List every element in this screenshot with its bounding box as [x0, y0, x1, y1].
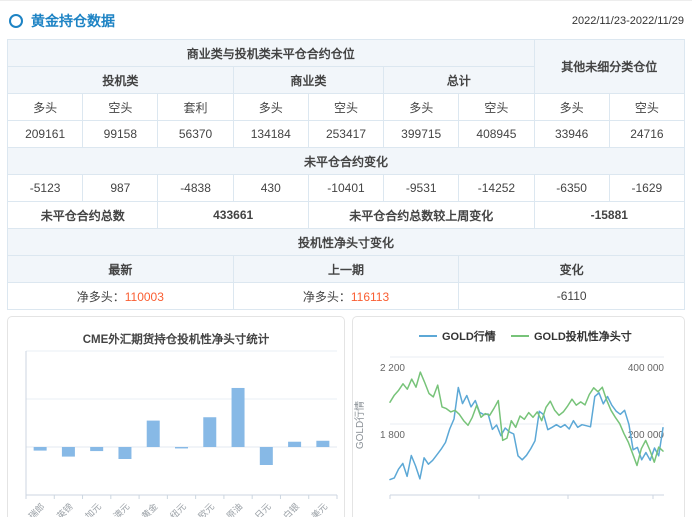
section-header-net-position: 投机性净头寸变化 [7, 228, 685, 256]
position-value: 399715 [383, 120, 460, 148]
position-value: 33946 [533, 120, 610, 148]
positions-table: 商业类与投机类未平仓合约仓位 其他未细分类仓位 投机类 商业类 总计 多头 空头… [6, 39, 686, 310]
change-value: 430 [232, 174, 309, 202]
position-value: 209161 [6, 120, 84, 148]
change-value: -10401 [307, 174, 385, 202]
x-axis-label: 黄金 [139, 501, 160, 517]
x-axis-label: 日元 [253, 501, 273, 517]
col-header-previous: 上一期 [232, 255, 460, 283]
y-tick-right: 400 000 [628, 363, 665, 374]
x-axis-label: 白银 [280, 501, 301, 517]
bar [61, 447, 75, 457]
section-header-oi-change: 未平仓合约变化 [7, 147, 685, 175]
bar [288, 441, 302, 447]
legend-label: GOLD投机性净头寸 [534, 329, 632, 343]
y-axis-title: GOLD行情 [353, 401, 366, 449]
col-header-short: 空头 [608, 93, 686, 121]
change-value: -14252 [458, 174, 535, 202]
net-long-previous: 净多头：116113 [232, 282, 460, 310]
bar [259, 447, 273, 465]
x-axis-label: 瑞郎 [26, 501, 47, 517]
bar [146, 420, 160, 447]
net-long-previous-value: 116113 [350, 289, 390, 304]
header-main-positions: 商业类与投机类未平仓合约仓位 [7, 39, 535, 67]
net-long-label: 净多头： [302, 289, 351, 304]
line-chart-panel: GOLD行情 GOLD投机性净头寸 2 200 1 800 400 000 200 000… [352, 316, 685, 517]
weekly-change-value: -15881 [533, 201, 686, 229]
circle-icon [9, 14, 23, 28]
net-long-latest: 净多头：110003 [7, 282, 234, 310]
header-total: 总计 [383, 66, 535, 94]
series-line-gold-price [389, 386, 664, 481]
bar [175, 447, 188, 449]
y-tick-right: 200 000 [628, 430, 665, 441]
change-value: 987 [82, 174, 159, 202]
position-value: 99158 [82, 120, 159, 148]
net-long-latest-value: 110003 [124, 289, 164, 304]
col-header-short: 空头 [82, 93, 159, 121]
col-header-long: 多头 [383, 93, 460, 121]
x-axis-label: 加元 [83, 501, 103, 517]
position-value: 24716 [608, 120, 686, 148]
x-axis-label: 原油 [224, 501, 245, 517]
position-value: 253417 [307, 120, 385, 148]
y-tick-left: 2 200 [380, 363, 405, 374]
legend-item-gold-price[interactable]: GOLD行情 [419, 329, 496, 343]
x-axis-label: 欧元 [196, 501, 217, 517]
position-value: 56370 [157, 120, 234, 148]
bar [231, 387, 245, 447]
legend-item-net-position[interactable]: GOLD投机性净头寸 [511, 329, 632, 343]
line-chart-svg: GOLD行情 GOLD投机性净头寸 2 200 1 800 400 000 200 000… [353, 329, 665, 499]
col-header-long: 多头 [533, 93, 610, 121]
col-header-arbitrage: 套利 [157, 93, 234, 121]
col-header-latest: 最新 [7, 255, 234, 283]
bar [118, 447, 132, 459]
col-header-long: 多头 [232, 93, 309, 121]
col-header-short: 空头 [458, 93, 535, 121]
x-axis-label: 纽元 [167, 501, 188, 517]
position-value: 408945 [458, 120, 535, 148]
position-value: 134184 [232, 120, 309, 148]
change-value: -4838 [157, 174, 234, 202]
total-oi-label: 未平仓合约总数 [6, 201, 159, 229]
header-other-positions: 其他未细分类仓位 [533, 39, 686, 94]
bar-chart-title: CME外汇期货持仓投机性净头寸统计 [83, 332, 270, 346]
y-tick-left: 1 800 [380, 430, 405, 441]
header-speculative: 投机类 [7, 66, 234, 94]
legend-label: GOLD行情 [442, 329, 496, 343]
x-axis-label: 澳元 [111, 501, 132, 517]
net-long-change-value: -6110 [458, 282, 685, 310]
header-commercial: 商业类 [232, 66, 385, 94]
date-range: 2022/11/23-2022/11/29 [571, 15, 684, 27]
change-value: -9531 [383, 174, 460, 202]
series-line-net-position [389, 371, 664, 467]
bar [90, 447, 104, 452]
net-long-label: 净多头： [76, 289, 125, 304]
bar [33, 447, 47, 451]
change-value: -5123 [6, 174, 84, 202]
bar-chart-panel: CME外汇期货持仓投机性净头寸统计瑞郎 英镑 加元 澳元 黄金 纽元 欧元 原油 日元 白银 美元 [7, 316, 345, 517]
bar [316, 440, 330, 447]
change-value: -1629 [608, 174, 686, 202]
col-header-short: 空头 [307, 93, 385, 121]
col-header-change: 变化 [458, 255, 685, 283]
page-title: 黄金持仓数据 [31, 13, 115, 29]
change-value: -6350 [533, 174, 610, 202]
x-axis-label: 英镑 [54, 501, 75, 517]
page-header: 黄金持仓数据 2022/11/23-2022/11/29 [9, 10, 684, 32]
bar [203, 417, 217, 447]
col-header-long: 多头 [6, 93, 84, 121]
weekly-change-label: 未平仓合约总数较上周变化 [307, 201, 535, 229]
x-axis-label: 美元 [309, 501, 330, 517]
total-oi-value: 433661 [157, 201, 309, 229]
